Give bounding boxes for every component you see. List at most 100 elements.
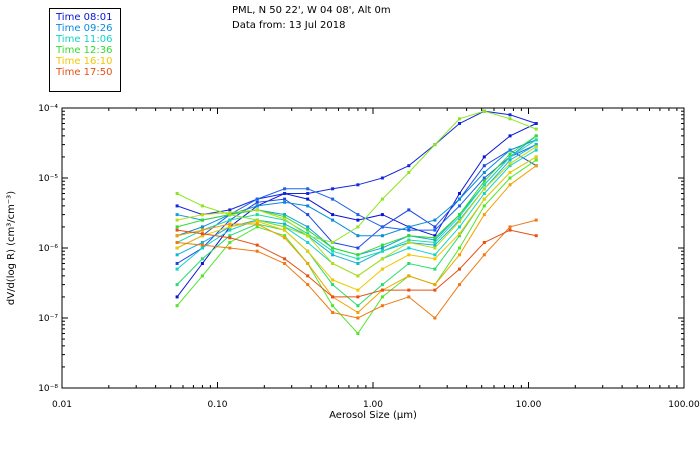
x-tick-label: 10.00 bbox=[516, 400, 542, 410]
x-tick-label: 0.01 bbox=[52, 400, 72, 410]
data-point bbox=[255, 243, 259, 247]
data-point bbox=[534, 127, 538, 131]
data-point bbox=[482, 176, 486, 180]
data-point bbox=[331, 253, 335, 257]
data-point bbox=[458, 204, 461, 208]
data-point bbox=[380, 257, 384, 261]
data-point bbox=[255, 197, 259, 201]
data-point bbox=[283, 192, 287, 195]
y-tick-label: 10⁻⁸ bbox=[38, 384, 58, 394]
data-point bbox=[433, 241, 437, 244]
data-point bbox=[228, 208, 232, 212]
data-point bbox=[482, 253, 486, 257]
data-point bbox=[534, 143, 538, 147]
data-point bbox=[283, 225, 287, 229]
data-point bbox=[380, 225, 384, 229]
data-point bbox=[458, 213, 461, 217]
data-point bbox=[356, 257, 360, 261]
data-point bbox=[200, 257, 204, 261]
data-point bbox=[175, 267, 179, 271]
legend: Time 08:01 Time 09:26 Time 11:06 Time 12… bbox=[49, 8, 121, 92]
legend-entry-0801: Time 08:01 bbox=[56, 12, 113, 23]
data-point bbox=[175, 192, 179, 195]
x-tick-label: 100.00 bbox=[668, 400, 700, 410]
data-point bbox=[356, 218, 360, 222]
data-point bbox=[380, 246, 384, 250]
data-point bbox=[200, 232, 204, 236]
data-point bbox=[356, 311, 360, 314]
data-point bbox=[534, 122, 538, 125]
data-point bbox=[508, 134, 512, 138]
data-point bbox=[306, 225, 310, 229]
data-point bbox=[534, 148, 538, 152]
data-point bbox=[283, 217, 287, 221]
data-point bbox=[356, 316, 360, 320]
data-point bbox=[534, 158, 538, 162]
data-point bbox=[175, 262, 179, 265]
data-point bbox=[200, 243, 204, 247]
data-point bbox=[175, 241, 179, 244]
y-tick-label: 10⁻⁴ bbox=[38, 104, 58, 114]
data-point bbox=[331, 197, 335, 201]
data-point bbox=[407, 262, 411, 265]
data-point bbox=[407, 295, 411, 299]
y-tick-label: 10⁻⁶ bbox=[38, 244, 58, 254]
data-point bbox=[255, 204, 259, 208]
data-point bbox=[255, 219, 259, 223]
data-point bbox=[356, 332, 360, 335]
data-point bbox=[228, 246, 232, 250]
data-point bbox=[482, 197, 486, 201]
data-point bbox=[407, 228, 411, 232]
data-point bbox=[433, 243, 437, 247]
data-point bbox=[433, 288, 437, 292]
data-point bbox=[458, 246, 461, 250]
data-point bbox=[255, 208, 259, 212]
data-point bbox=[331, 295, 335, 299]
data-point bbox=[331, 213, 335, 217]
data-point bbox=[200, 262, 204, 265]
data-point bbox=[380, 213, 384, 217]
data-point bbox=[433, 267, 437, 271]
series-line bbox=[176, 110, 537, 216]
data-point bbox=[458, 192, 461, 195]
data-point bbox=[228, 225, 232, 229]
data-point bbox=[433, 228, 437, 232]
data-point bbox=[356, 262, 360, 265]
data-point bbox=[380, 304, 384, 308]
data-point bbox=[175, 246, 179, 250]
data-point bbox=[534, 155, 538, 159]
data-point bbox=[331, 304, 335, 308]
data-point bbox=[482, 213, 486, 217]
data-point bbox=[331, 187, 335, 191]
data-point bbox=[200, 274, 204, 278]
data-point bbox=[508, 162, 512, 166]
tick-labels: 0.01 0.10 1.00 10.00 100.00 10⁻⁸ 10⁻⁷ 10⁻⁶ 10⁻⁵ 1… bbox=[38, 104, 700, 410]
data-point bbox=[283, 222, 287, 226]
data-point bbox=[306, 241, 310, 244]
data-point bbox=[175, 204, 179, 208]
data-point bbox=[433, 257, 437, 261]
data-point bbox=[482, 187, 486, 191]
data-point bbox=[380, 267, 384, 271]
data-point bbox=[482, 241, 486, 244]
data-point bbox=[482, 192, 486, 195]
data-point bbox=[283, 236, 287, 240]
data-date: Data from: 13 Jul 2018 bbox=[232, 20, 346, 31]
data-point bbox=[433, 225, 437, 229]
data-point bbox=[356, 304, 360, 308]
data-point bbox=[356, 246, 360, 250]
legend-entry-1106: Time 11:06 bbox=[56, 34, 113, 45]
data-point bbox=[283, 228, 287, 232]
data-point bbox=[200, 213, 204, 217]
data-point bbox=[255, 222, 259, 226]
data-point bbox=[283, 187, 287, 191]
data-point bbox=[306, 249, 310, 253]
data-point bbox=[228, 222, 232, 226]
data-point bbox=[458, 283, 461, 287]
x-tick-label: 0.10 bbox=[207, 400, 227, 410]
series-1610 bbox=[175, 155, 538, 292]
data-point bbox=[283, 200, 287, 204]
data-point bbox=[380, 234, 384, 238]
data-point bbox=[380, 243, 384, 247]
